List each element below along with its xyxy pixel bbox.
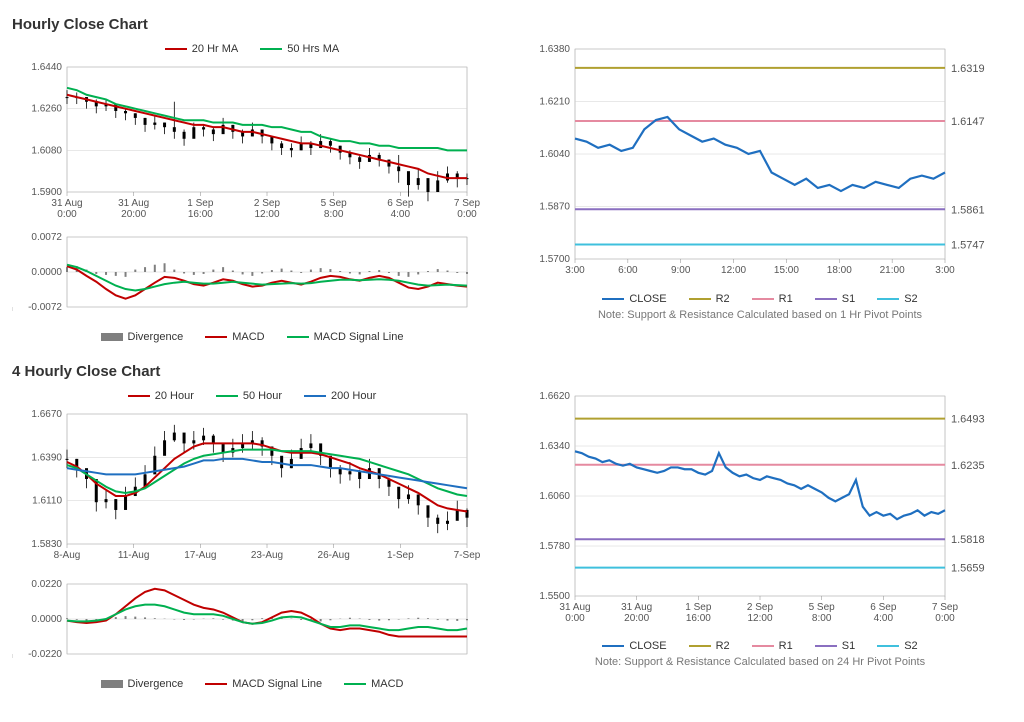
svg-text:1.5747: 1.5747	[951, 239, 985, 251]
section2-row: 20 Hour50 Hour200 Hour 1.5830 1.6110 1.639…	[12, 388, 1012, 694]
svg-text:1 Sep: 1 Sep	[685, 602, 712, 613]
svg-text:0.0000: 0.0000	[31, 614, 62, 625]
section1-right: 1.5700 1.5870 1.6040 1.6210 1.6380 3:00 6:00 9:…	[520, 41, 1000, 347]
svg-text:0:00: 0:00	[457, 209, 477, 220]
svg-text:9:00: 9:00	[671, 265, 691, 276]
svg-text:1.6235: 1.6235	[951, 460, 985, 472]
svg-text:1.6080: 1.6080	[31, 145, 62, 156]
section1-left: 20 Hr MA50 Hrs MA 1.5900 1.6080 1.6260 1.64…	[12, 41, 492, 347]
svg-text:8:00: 8:00	[812, 613, 832, 624]
legend-s1-sr: CLOSER2R1S1S2	[520, 293, 1000, 305]
svg-text:6 Sep: 6 Sep	[870, 602, 897, 613]
chart-s1-macd: -0.0072 0.0000 0.0072	[12, 229, 492, 329]
svg-text:12:00: 12:00	[721, 265, 746, 276]
chart-s2-sr: 1.55001.57801.60601.63401.662031 Aug0:00…	[520, 388, 1000, 638]
chart-s1-price: 1.59001.60801.62601.644031 Aug0:0031 Aug…	[12, 59, 492, 229]
svg-text:31 Aug: 31 Aug	[621, 602, 652, 613]
svg-text:1-Sep: 1-Sep	[387, 550, 414, 561]
chart-s1-sr: 1.5700 1.5870 1.6040 1.6210 1.6380 3:00 6:00 9:…	[520, 41, 1000, 291]
section2-left: 20 Hour50 Hour200 Hour 1.5830 1.6110 1.639…	[12, 388, 492, 694]
svg-text:31 Aug: 31 Aug	[51, 198, 82, 209]
svg-text:0.0072: 0.0072	[31, 232, 62, 243]
svg-text:7 Sep: 7 Sep	[932, 602, 959, 613]
legend-s1-price: 20 Hr MA50 Hrs MA	[12, 43, 492, 55]
svg-text:1.6060: 1.6060	[539, 491, 570, 502]
legend-s2-price: 20 Hour50 Hour200 Hour	[12, 390, 492, 402]
svg-text:18:00: 18:00	[827, 265, 852, 276]
svg-text:-0.0072: -0.0072	[28, 302, 62, 313]
svg-text:0.0000: 0.0000	[31, 267, 62, 278]
svg-text:1.5700: 1.5700	[539, 254, 570, 265]
svg-text:7 Sep: 7 Sep	[454, 198, 481, 209]
svg-text:1.5818: 1.5818	[951, 534, 985, 546]
svg-text:1.6040: 1.6040	[539, 149, 570, 160]
svg-text:1.6340: 1.6340	[539, 441, 570, 452]
svg-text:7-Sep: 7-Sep	[454, 550, 481, 561]
svg-text:23-Aug: 23-Aug	[251, 550, 283, 561]
svg-text:4:00: 4:00	[874, 613, 894, 624]
svg-text:1.5780: 1.5780	[539, 541, 570, 552]
svg-text:6:00: 6:00	[618, 265, 638, 276]
svg-text:1.6147: 1.6147	[951, 116, 985, 128]
svg-text:8-Aug: 8-Aug	[54, 550, 81, 561]
svg-text:3:00: 3:00	[565, 265, 585, 276]
svg-text:5 Sep: 5 Sep	[809, 602, 836, 613]
svg-text:16:00: 16:00	[686, 613, 711, 624]
svg-text:16:00: 16:00	[188, 209, 213, 220]
svg-text:1.6380: 1.6380	[539, 44, 570, 55]
svg-text:4:00: 4:00	[391, 209, 411, 220]
svg-text:1.6670: 1.6670	[31, 409, 62, 420]
svg-text:-0.0220: -0.0220	[28, 649, 62, 660]
svg-text:31 Aug: 31 Aug	[118, 198, 149, 209]
svg-text:2 Sep: 2 Sep	[747, 602, 774, 613]
svg-text:1.5861: 1.5861	[951, 204, 985, 216]
svg-text:1.5500: 1.5500	[539, 591, 570, 602]
svg-text:1.5830: 1.5830	[31, 539, 62, 550]
svg-text:20:00: 20:00	[624, 613, 649, 624]
note-s1: Note: Support & Resistance Calculated ba…	[520, 309, 1000, 321]
svg-text:0:00: 0:00	[57, 209, 77, 220]
svg-text:1.5870: 1.5870	[539, 202, 570, 213]
svg-text:5 Sep: 5 Sep	[321, 198, 348, 209]
section2-right: 1.55001.57801.60601.63401.662031 Aug0:00…	[520, 388, 1000, 694]
svg-text:20:00: 20:00	[121, 209, 146, 220]
svg-text:1 Sep: 1 Sep	[187, 198, 214, 209]
svg-text:1.6440: 1.6440	[31, 62, 62, 73]
svg-text:1.6319: 1.6319	[951, 63, 985, 75]
svg-text:21:00: 21:00	[880, 265, 905, 276]
section2-title: 4 Hourly Close Chart	[12, 363, 1012, 380]
svg-text:12:00: 12:00	[254, 209, 279, 220]
legend-s1-macd: DivergenceMACDMACD Signal Line	[12, 331, 492, 343]
svg-text:1.6260: 1.6260	[31, 104, 62, 115]
svg-text:3:00: 3:00	[935, 265, 955, 276]
svg-text:17-Aug: 17-Aug	[184, 550, 216, 561]
svg-text:26-Aug: 26-Aug	[318, 550, 350, 561]
svg-text:0.0220: 0.0220	[31, 579, 62, 590]
chart-s2-macd: -0.0220 0.0000 0.0220	[12, 576, 492, 676]
chart-s2-price: 1.5830 1.6110 1.6390 1.6670 8-Aug 11-Aug 17-Au…	[12, 406, 492, 576]
svg-text:1.5900: 1.5900	[31, 187, 62, 198]
legend-s2-sr: CLOSER2R1S1S2	[520, 640, 1000, 652]
svg-text:0:00: 0:00	[565, 613, 585, 624]
svg-text:15:00: 15:00	[774, 265, 799, 276]
svg-text:1.6493: 1.6493	[951, 414, 985, 426]
section1-title: Hourly Close Chart	[12, 16, 1012, 33]
svg-text:31 Aug: 31 Aug	[559, 602, 590, 613]
svg-text:2 Sep: 2 Sep	[254, 198, 281, 209]
svg-text:1.5659: 1.5659	[951, 563, 985, 575]
note-s2: Note: Support & Resistance Calculated ba…	[520, 656, 1000, 668]
svg-text:8:00: 8:00	[324, 209, 344, 220]
svg-text:1.6390: 1.6390	[31, 452, 62, 463]
svg-text:0:00: 0:00	[935, 613, 955, 624]
svg-text:1.6110: 1.6110	[32, 496, 62, 507]
legend-s2-macd: DivergenceMACD Signal LineMACD	[12, 678, 492, 690]
svg-text:11-Aug: 11-Aug	[118, 550, 150, 561]
section1-row: 20 Hr MA50 Hrs MA 1.5900 1.6080 1.6260 1.64…	[12, 41, 1012, 347]
svg-text:1.6620: 1.6620	[539, 391, 570, 402]
svg-text:12:00: 12:00	[747, 613, 772, 624]
svg-text:6 Sep: 6 Sep	[387, 198, 414, 209]
svg-text:1.6210: 1.6210	[539, 97, 570, 108]
